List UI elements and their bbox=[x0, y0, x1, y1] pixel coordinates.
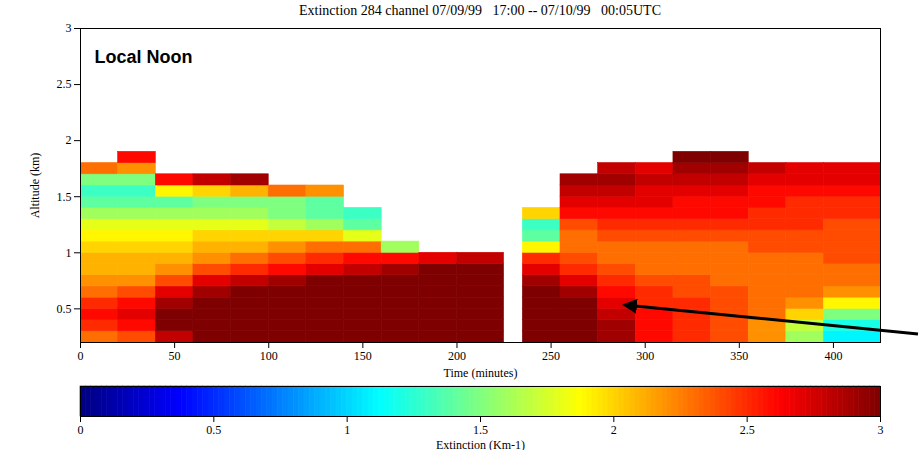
svg-text:Altitude (km): Altitude (km) bbox=[28, 153, 42, 219]
svg-text:100: 100 bbox=[260, 349, 278, 363]
svg-text:50: 50 bbox=[169, 349, 181, 363]
svg-text:Time (minutes): Time (minutes) bbox=[444, 366, 518, 380]
svg-text:1: 1 bbox=[344, 423, 350, 437]
svg-text:1: 1 bbox=[66, 246, 72, 260]
svg-text:Extinction (Km-1): Extinction (Km-1) bbox=[436, 438, 525, 451]
svg-text:0.5: 0.5 bbox=[57, 302, 72, 316]
svg-text:2: 2 bbox=[66, 133, 72, 147]
svg-text:250: 250 bbox=[542, 349, 560, 363]
svg-text:0: 0 bbox=[78, 349, 84, 363]
svg-text:2: 2 bbox=[611, 423, 617, 437]
svg-text:0.5: 0.5 bbox=[206, 423, 221, 437]
svg-text:3: 3 bbox=[878, 423, 884, 437]
svg-text:400: 400 bbox=[824, 349, 842, 363]
svg-text:2.5: 2.5 bbox=[57, 77, 72, 91]
svg-text:150: 150 bbox=[354, 349, 372, 363]
svg-text:1.5: 1.5 bbox=[57, 190, 72, 204]
html-text:Extinction 284 channel 07/09/9: Extinction 284 channel 07/09/99 17:00 --… bbox=[299, 3, 661, 18]
svg-text:3: 3 bbox=[66, 22, 72, 35]
svg-text:0: 0 bbox=[78, 423, 84, 437]
svg-text:300: 300 bbox=[636, 349, 654, 363]
svg-text:Local Noon: Local Noon bbox=[95, 47, 193, 67]
svg-text:1.5: 1.5 bbox=[473, 423, 488, 437]
svg-text:200: 200 bbox=[448, 349, 466, 363]
svg-text:2.5: 2.5 bbox=[740, 423, 755, 437]
svg-text:350: 350 bbox=[730, 349, 748, 363]
